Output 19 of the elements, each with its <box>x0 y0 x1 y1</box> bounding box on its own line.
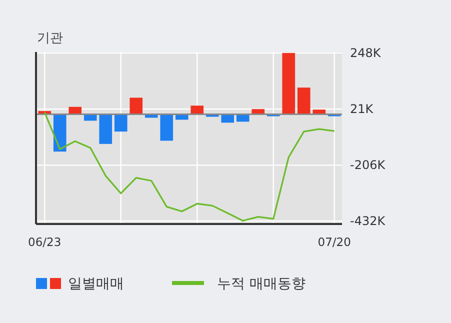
line-series <box>44 111 336 222</box>
bar <box>297 88 310 114</box>
x-tick-label: 06/23 <box>28 235 62 249</box>
x-tick-label: 07/20 <box>318 235 351 249</box>
bar <box>130 98 143 114</box>
y-tick-label: -206K <box>350 158 386 172</box>
legend-label: 일별매매 <box>68 276 124 292</box>
bar <box>99 114 112 144</box>
y-tick-label: 21K <box>350 102 374 116</box>
bar <box>160 114 174 141</box>
y-tick-label: -432K <box>350 214 386 228</box>
bar <box>282 52 296 114</box>
bar <box>221 114 234 123</box>
legend-label: 누적 매매동향 <box>217 276 306 292</box>
bar <box>190 106 204 114</box>
bar <box>53 114 66 152</box>
chart-title: 기관 <box>37 31 63 46</box>
y-tick-label: 248K <box>350 46 382 60</box>
bar <box>114 114 128 132</box>
